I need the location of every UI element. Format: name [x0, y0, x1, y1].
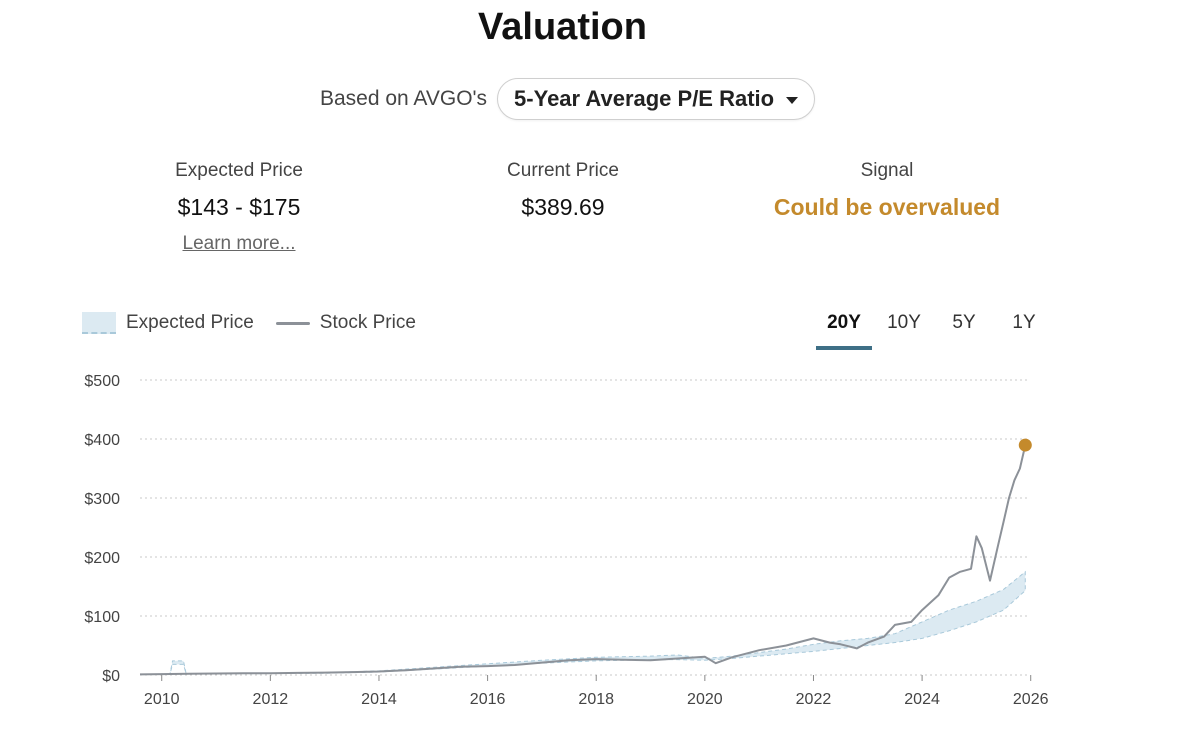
expected-price-swatch — [82, 312, 116, 334]
tab-1y[interactable]: 1Y — [1012, 312, 1036, 333]
y-tick-label: $400 — [84, 432, 120, 449]
dropdown-selected-value: 5-Year Average P/E Ratio — [514, 86, 775, 111]
signal-value: Could be overvalued — [773, 194, 1001, 220]
tab-5y[interactable]: 5Y — [952, 312, 976, 333]
basis-label: Based on AVGO's — [320, 87, 488, 110]
y-tick-label: $300 — [84, 491, 120, 508]
x-tick-label: 2026 — [1013, 691, 1049, 708]
x-tick-label: 2010 — [144, 691, 180, 708]
time-range-tabs: 20Y 10Y 5Y 1Y — [816, 312, 1056, 350]
current-price-marker — [1018, 438, 1032, 452]
y-tick-label: $500 — [84, 373, 120, 390]
stock-price-swatch — [275, 321, 310, 325]
y-tick-label: $0 — [102, 668, 120, 685]
page-title: Valuation — [478, 6, 647, 48]
chart-legend: Expected Price Stock Price — [82, 312, 416, 334]
valuation-basis-row: Based on AVGO's 5-Year Average P/E Ratio — [320, 78, 816, 120]
price-chart: $0 $100 $200 $300 $400 $500 2010 2012 2014 2016 20… — [84, 373, 1049, 708]
x-tick-label: 2020 — [687, 691, 723, 708]
x-tick-label: 2012 — [253, 691, 289, 708]
x-tick-label: 2016 — [470, 691, 506, 708]
y-tick-label: $100 — [84, 609, 120, 626]
x-tick-label: 2024 — [904, 691, 940, 708]
tab-10y[interactable]: 10Y — [887, 312, 921, 333]
signal-stat: Signal Could be overvalued — [737, 160, 1037, 221]
chevron-down-icon — [786, 96, 799, 104]
learn-more-link[interactable]: Learn more... — [182, 233, 296, 254]
x-tick-label: 2018 — [578, 691, 614, 708]
y-tick-label: $200 — [84, 550, 120, 567]
tab-20y[interactable]: 20Y — [816, 312, 872, 350]
x-tick-label: 2014 — [361, 691, 397, 708]
legend-stock-label: Stock Price — [319, 312, 416, 333]
expected-price-label: Expected Price — [175, 160, 303, 181]
expected-price-stat: Expected Price $143 - $175 Learn more... — [89, 160, 389, 255]
current-price-value: $389.69 — [521, 194, 605, 220]
stock-price-line — [139, 444, 1027, 676]
legend-expected-label: Expected Price — [126, 312, 254, 333]
expected-price-value: $143 - $175 — [177, 194, 301, 220]
pe-ratio-dropdown[interactable]: 5-Year Average P/E Ratio — [497, 78, 816, 120]
signal-label: Signal — [860, 160, 914, 181]
current-price-stat: Current Price $389.69 — [413, 160, 713, 221]
x-tick-label: 2022 — [796, 691, 832, 708]
current-price-label: Current Price — [507, 160, 619, 181]
